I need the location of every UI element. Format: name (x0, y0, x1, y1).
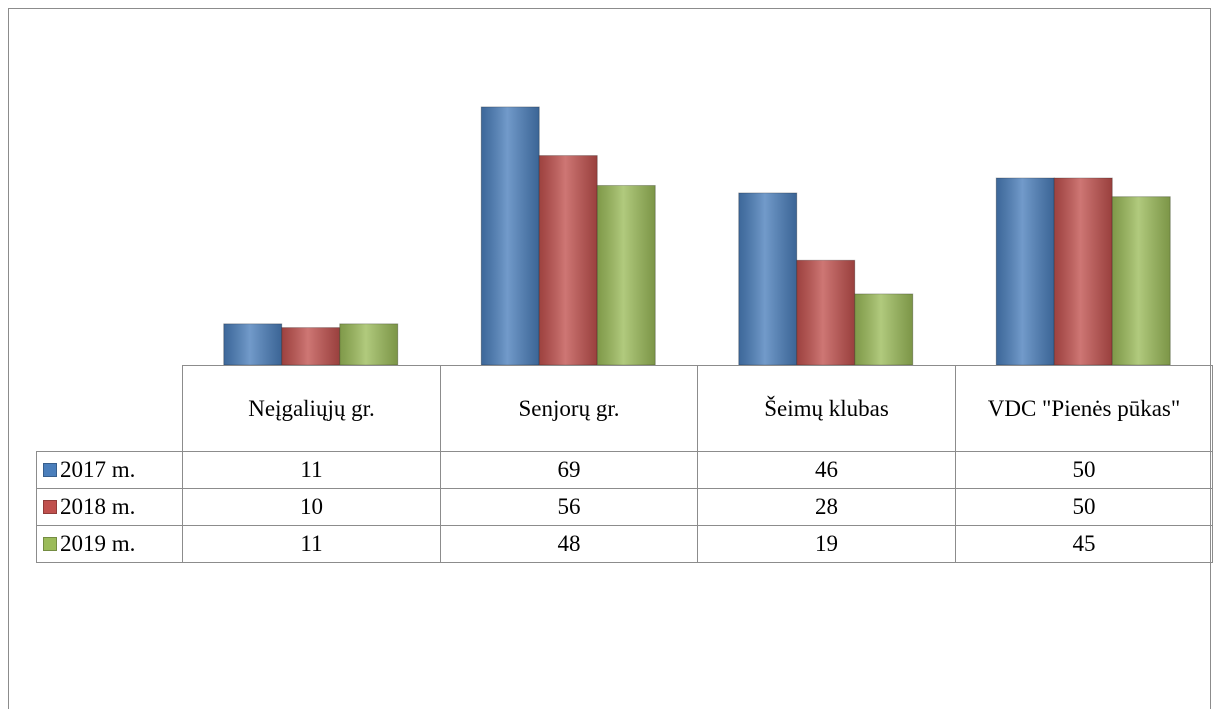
bar-shine (854, 293, 913, 365)
table-row: 2019 m. 11 48 19 45 (36, 525, 1213, 563)
page: Neįgaliųjų gr. Senjorų gr. Šeimų klubas VDC… (8, 8, 1213, 709)
legend-label: 2019 m. (60, 531, 136, 556)
category-label: Neįgaliųjų gr. (182, 365, 441, 452)
value-cell: 10 (182, 488, 441, 526)
bar-shine (539, 155, 598, 365)
chart-frame (8, 8, 1211, 709)
table-row: 2018 m. 10 56 28 50 (36, 488, 1213, 526)
bar-shine (996, 178, 1055, 365)
value-cell: 50 (955, 451, 1213, 489)
category-label: VDC "Pienės pūkas" (955, 365, 1213, 452)
legend-label: 2017 m. (60, 457, 136, 482)
category-label: Šeimų klubas (697, 365, 956, 452)
value-cell: 50 (955, 488, 1213, 526)
value-cell: 48 (440, 525, 698, 563)
value-cell: 28 (697, 488, 956, 526)
bar-shine (1112, 196, 1171, 365)
bar-shine (223, 323, 282, 365)
value-cell: 11 (182, 525, 441, 563)
bar-shine (738, 192, 797, 365)
table-corner (36, 365, 183, 452)
value-cell: 19 (697, 525, 956, 563)
legend-entry: 2017 m. (36, 451, 183, 489)
chart (223, 106, 1171, 366)
value-cell: 11 (182, 451, 441, 489)
legend-entry: 2018 m. (36, 488, 183, 526)
value-cell: 69 (440, 451, 698, 489)
bar-shine (281, 327, 340, 365)
bar-shine (597, 185, 656, 365)
table-header-row: Neįgaliųjų gr. Senjorų gr. Šeimų klubas VDC… (36, 365, 1213, 452)
value-cell: 56 (440, 488, 698, 526)
table-row: 2017 m. 11 69 46 50 (36, 451, 1213, 489)
legend-key (43, 500, 57, 514)
value-cell: 45 (955, 525, 1213, 563)
legend-entry: 2019 m. (36, 525, 183, 563)
category-label: Senjorų gr. (440, 365, 698, 452)
legend-label: 2018 m. (60, 494, 136, 519)
bar-shine (1054, 178, 1113, 365)
legend-key (43, 463, 57, 477)
bar-shine (481, 106, 540, 365)
data-table: Neįgaliųjų gr. Senjorų gr. Šeimų klubas VDC… (36, 365, 1213, 563)
bar-shine (796, 260, 855, 365)
bar-shine (339, 323, 398, 365)
value-cell: 46 (697, 451, 956, 489)
legend-key (43, 537, 57, 551)
